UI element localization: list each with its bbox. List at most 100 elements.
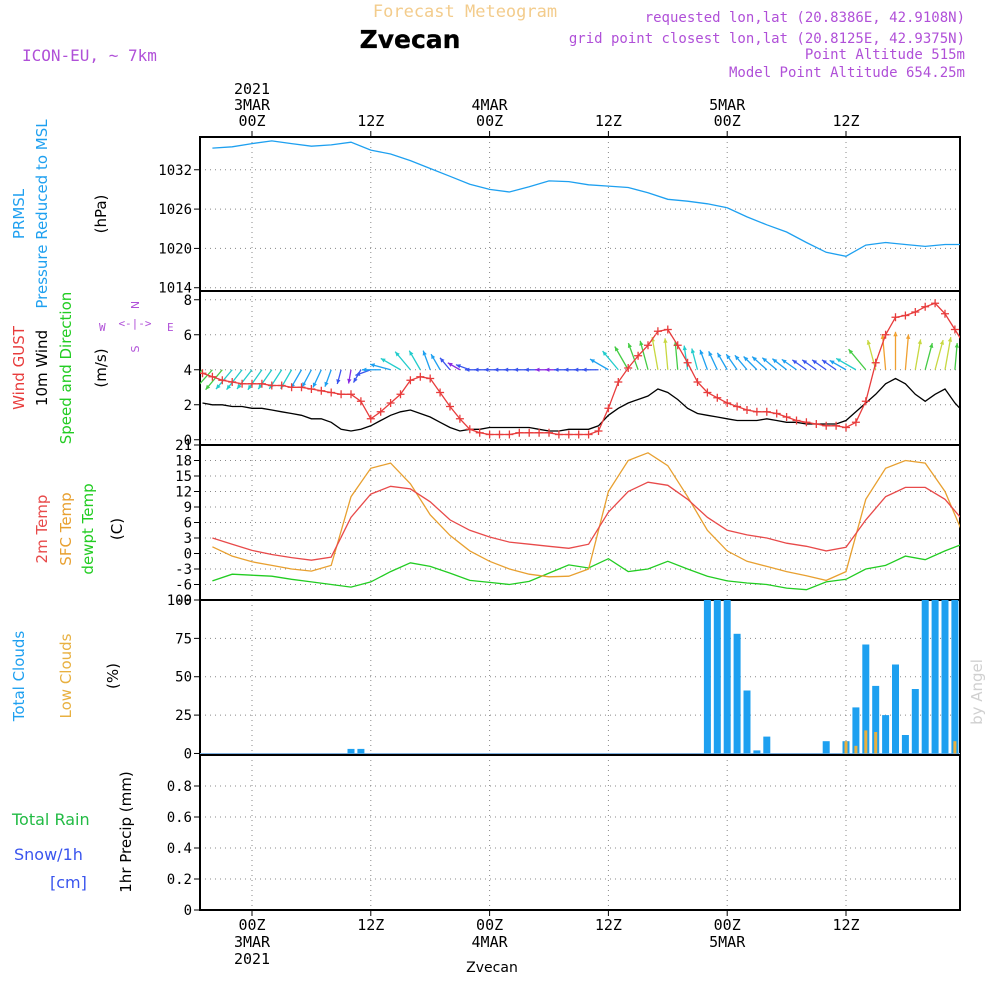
compass-w: W xyxy=(99,321,106,334)
gust-marker xyxy=(624,364,633,372)
gust-marker xyxy=(545,428,553,437)
wind-arrow-head xyxy=(247,384,253,390)
gust-marker xyxy=(772,409,781,418)
wind-arrow xyxy=(985,354,994,370)
wind-arrow xyxy=(200,369,213,385)
wind-arrow xyxy=(725,353,738,371)
y-tick-label: 0.6 xyxy=(167,810,192,826)
gust-marker xyxy=(851,418,860,427)
gust-marker xyxy=(752,407,761,416)
gust-marker xyxy=(921,302,930,311)
wind-arrow xyxy=(716,352,728,371)
gust-marker xyxy=(901,311,910,320)
grid-point-coords: grid point closest lon,lat (20.8125E, 42… xyxy=(569,31,965,47)
gust-marker xyxy=(891,313,900,322)
time-label-bottom: 2021 xyxy=(234,950,270,968)
wind-arrow xyxy=(439,357,451,371)
total-cloud-bar xyxy=(892,664,899,754)
gust-marker xyxy=(931,299,940,308)
wind-arrow-head xyxy=(474,367,479,372)
wind-arrow-head xyxy=(483,367,489,372)
wind-arrow-head xyxy=(237,384,242,389)
wind-arrow-shaft xyxy=(200,369,213,385)
gust-marker xyxy=(416,372,425,381)
gust-marker xyxy=(762,407,771,416)
total-cloud-bar xyxy=(921,600,929,754)
time-label-top: 12Z xyxy=(357,112,384,130)
gust-marker xyxy=(644,341,652,350)
y-tick-label: -9 xyxy=(175,593,192,609)
total-cloud-bar xyxy=(357,748,365,754)
y-tick-label: 0.2 xyxy=(167,872,192,888)
gust-marker xyxy=(822,421,831,430)
wind-arrow-head xyxy=(347,378,352,384)
y-tick-label: 1014 xyxy=(158,281,192,297)
gust-marker xyxy=(861,397,870,406)
gust-marker xyxy=(802,418,811,427)
wind-unit: (m/s) xyxy=(92,348,110,387)
y-tick-label: 50 xyxy=(175,670,192,686)
gust-marker xyxy=(782,413,791,421)
wind-arrow-head xyxy=(554,367,559,372)
low-cloud-bar xyxy=(854,745,858,754)
gust-marker xyxy=(653,327,662,336)
wind-arrow xyxy=(751,356,768,371)
time-label-top: 2021 xyxy=(234,80,270,98)
cloud-unit: (%) xyxy=(104,663,122,689)
gust-marker xyxy=(327,388,336,397)
wind-arrow-head xyxy=(917,339,922,345)
wind-arrow-shaft xyxy=(954,343,958,370)
wind-arrow-head xyxy=(752,356,757,362)
wind-arrow xyxy=(821,359,837,371)
y-tick-label: 8 xyxy=(184,293,192,309)
wind-arrow-head xyxy=(772,358,778,364)
time-label-top: 00Z xyxy=(238,112,265,130)
gust-marker xyxy=(584,430,593,439)
gust-marker xyxy=(812,420,821,428)
temp-unit: (C) xyxy=(108,518,126,540)
wind-arrow xyxy=(829,359,847,371)
wind-arrow-head xyxy=(336,379,341,384)
wind-arrow-shaft xyxy=(627,342,639,370)
pressure-line xyxy=(212,140,960,257)
y-tick-label: 6 xyxy=(184,516,192,532)
total-cloud-bar xyxy=(951,600,959,754)
pressure-unit: (hPa) xyxy=(92,195,110,234)
wind-arrow xyxy=(361,367,381,372)
gust-marker xyxy=(713,393,722,402)
gust-marker xyxy=(238,379,247,388)
time-label-bottom: 00Z xyxy=(238,916,265,934)
compass-n: N xyxy=(129,301,142,309)
wind-arrow-head xyxy=(781,359,787,364)
wind-arrow xyxy=(772,358,787,371)
model-altitude: Model Point Altitude 654.25m xyxy=(729,65,965,81)
time-label-bottom: 12Z xyxy=(595,916,622,934)
gust-marker xyxy=(200,369,207,378)
wind-arrow xyxy=(954,343,959,370)
wind-arrow-head xyxy=(812,359,817,365)
wind-arrow-head xyxy=(848,349,854,355)
panel-frame-clouds xyxy=(199,599,961,756)
gust-marker xyxy=(683,358,692,367)
dewpt-label: dewpt Temp xyxy=(79,483,97,574)
gust-line xyxy=(202,302,960,436)
product-title: Forecast Meteogram xyxy=(373,2,557,22)
wind-arrow-head xyxy=(422,350,427,356)
wind-arrow xyxy=(761,357,778,371)
point-altitude: Point Altitude 515m xyxy=(805,47,965,63)
gust-marker xyxy=(347,390,355,399)
wind-arrow xyxy=(380,357,401,371)
wind-arrow xyxy=(924,342,934,370)
time-label-top: 4MAR xyxy=(472,96,509,114)
y-tick-label: 100 xyxy=(167,593,192,609)
total-cloud-bar xyxy=(713,600,721,754)
gust-marker xyxy=(337,390,346,399)
wind-arrow-shaft xyxy=(995,358,1000,370)
gust-marker xyxy=(574,430,583,439)
wind-arrow xyxy=(904,334,911,370)
wind-label: 10m Wind xyxy=(33,330,51,406)
wind-arrow-head xyxy=(464,367,470,372)
y-tick-label: 21 xyxy=(175,438,192,454)
wind-arrow-head xyxy=(627,343,632,348)
